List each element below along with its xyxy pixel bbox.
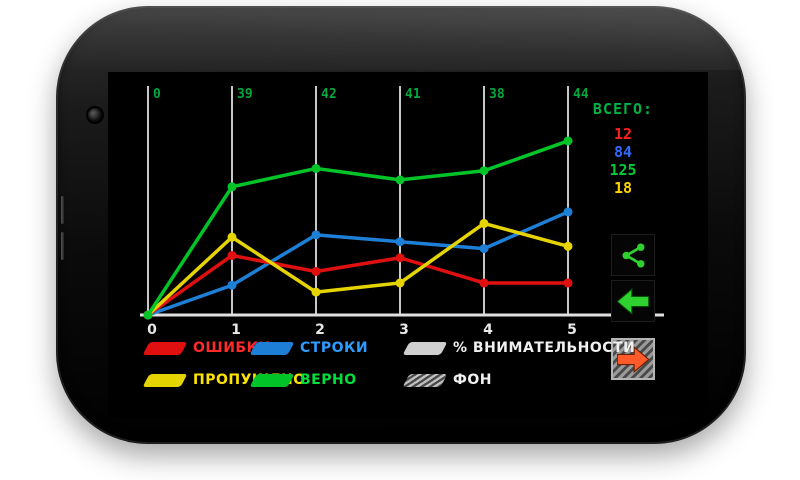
- edge-button: [61, 196, 64, 224]
- legend-swatch-attentiveness: [402, 341, 448, 355]
- total-errors: 12: [613, 125, 633, 143]
- svg-text:39: 39: [237, 87, 253, 102]
- svg-text:44: 44: [573, 87, 589, 102]
- legend-swatch-missed: [142, 373, 188, 387]
- legend-label-attentiveness: % ВНИМАТЕЛЬНОСТИ: [453, 340, 636, 356]
- phone-gloss-highlight: [56, 6, 746, 70]
- svg-text:1: 1: [231, 322, 241, 338]
- svg-text:42: 42: [321, 87, 337, 102]
- svg-text:38: 38: [489, 87, 505, 102]
- svg-text:5: 5: [567, 322, 577, 338]
- edge-button: [61, 232, 64, 260]
- legend-item-correct: ВЕРНО: [249, 371, 357, 389]
- share-button[interactable]: [611, 234, 655, 276]
- totals-panel: ВСЕГО: 12 84 125 18: [578, 100, 668, 197]
- legend-label-lines: СТРОКИ: [300, 340, 369, 356]
- svg-text:3: 3: [399, 322, 409, 338]
- legend-swatch-background: [402, 373, 448, 387]
- phone-body: 0 39 42 41 38 44 0 1 2 3 4 5 ВСЕГО: 12 84 125 18: [56, 6, 746, 444]
- totals-title: ВСЕГО:: [592, 100, 654, 118]
- legend-swatch-errors: [142, 341, 188, 355]
- back-button[interactable]: [611, 280, 655, 322]
- legend-label-background: ФОН: [453, 372, 493, 388]
- total-correct: 125: [609, 161, 637, 179]
- svg-text:0: 0: [147, 322, 157, 338]
- total-lines: 84: [613, 143, 633, 161]
- forward-button[interactable]: [611, 338, 655, 380]
- phone-screen: 0 39 42 41 38 44 0 1 2 3 4 5 ВСЕГО: 12 84 125 18: [108, 72, 708, 418]
- svg-text:2: 2: [315, 322, 325, 338]
- svg-text:0: 0: [153, 87, 161, 102]
- svg-text:4: 4: [483, 322, 493, 338]
- legend-label-correct: ВЕРНО: [300, 372, 357, 388]
- legend-swatch-lines: [249, 341, 295, 355]
- total-missed: 18: [613, 179, 633, 197]
- svg-text:41: 41: [405, 87, 421, 102]
- legend-item-background: ФОН: [402, 371, 493, 389]
- arrow-right-icon: [617, 345, 649, 373]
- legend-item-attentiveness: % ВНИМАТЕЛЬНОСТИ: [402, 339, 636, 357]
- arrow-left-icon: [617, 287, 649, 315]
- results-line-chart: 0 39 42 41 38 440 1 2 3 4 5: [140, 86, 664, 338]
- share-icon: [621, 242, 645, 268]
- legend-item-lines: СТРОКИ: [249, 339, 369, 357]
- front-camera: [88, 108, 102, 122]
- legend-swatch-correct: [249, 373, 295, 387]
